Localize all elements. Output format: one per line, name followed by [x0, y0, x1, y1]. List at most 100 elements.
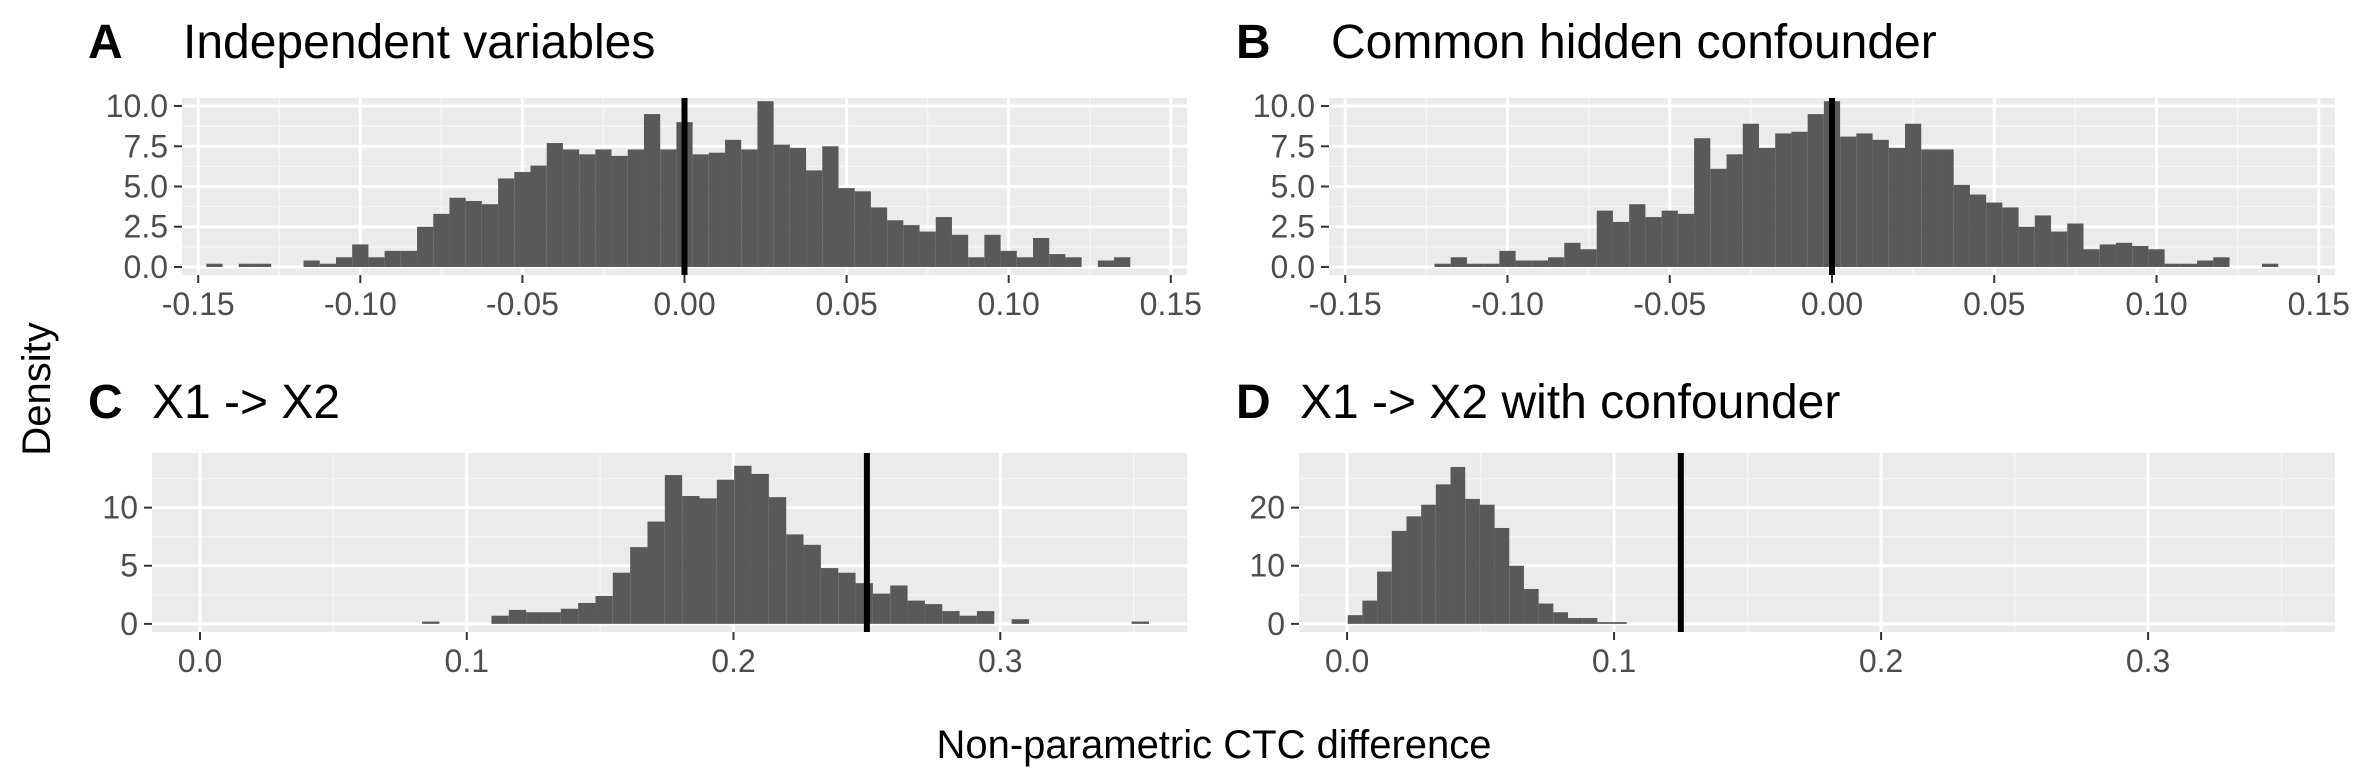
histogram-bar	[303, 260, 320, 267]
histogram-bar	[449, 197, 466, 267]
histogram-bar	[1758, 147, 1776, 267]
histogram-bar	[1596, 210, 1613, 267]
histogram-bar	[725, 139, 742, 267]
x-tick-label: 0.05	[1963, 286, 2025, 322]
histogram-bar	[595, 149, 612, 267]
histogram-bar	[1466, 263, 1484, 267]
histogram-bar	[1509, 565, 1524, 624]
histogram-bar	[578, 602, 596, 624]
histogram-bar	[924, 604, 943, 624]
histogram-bar	[838, 188, 855, 267]
histogram-bar	[1011, 619, 1029, 624]
histogram-bar	[2083, 249, 2100, 267]
x-tick-label: 0.0	[1325, 643, 1369, 679]
histogram-bar	[1807, 114, 1824, 267]
histogram-bar	[1645, 217, 1662, 267]
histogram-bar	[1937, 149, 1954, 267]
histogram-bar	[400, 250, 418, 267]
histogram-bar	[352, 244, 369, 267]
y-tick-label: 10	[102, 490, 138, 526]
histogram-bar	[1114, 257, 1131, 267]
histogram-bar	[854, 191, 871, 267]
panel-c: C X1 -> X2 0.0 0.1 0.2 0.3 0 5 10	[88, 376, 1187, 679]
histogram-bar	[919, 231, 936, 267]
histogram-bar	[1434, 263, 1451, 267]
x-tick-label: 0.0	[178, 643, 222, 679]
panel-d: D X1 -> X2 with confounder 0.0 0.1 0.2 0.3 0…	[1236, 376, 2335, 679]
x-tick-label: 0.3	[978, 643, 1022, 679]
x-tick-label: -0.05	[1633, 286, 1706, 322]
histogram-bar	[2034, 215, 2052, 267]
histogram-bar	[959, 615, 977, 624]
histogram-bar	[1791, 131, 1808, 267]
histogram-bar	[1065, 257, 1082, 267]
histogram-bar	[734, 465, 752, 624]
histogram-bar	[822, 146, 839, 267]
histogram-bar	[1450, 257, 1467, 267]
y-tick-label: 2.5	[124, 209, 168, 245]
x-tick-label: 0.15	[1140, 286, 1202, 322]
histogram-bar	[660, 149, 677, 267]
histogram-bar	[2261, 263, 2279, 267]
histogram-bar	[1523, 588, 1539, 624]
histogram-bar	[422, 621, 440, 624]
y-tick-label: 0.0	[124, 249, 168, 285]
histogram-bar	[1016, 257, 1034, 267]
panel-b: B Common hidden confounder -0.15 -0.10 -0.…	[1236, 16, 2350, 322]
histogram-bar	[2148, 249, 2165, 267]
y-tick-label: 5.0	[124, 169, 168, 205]
x-axis-title: Non-parametric CTC difference	[936, 723, 1491, 767]
histogram-bar	[1677, 213, 1695, 267]
histogram-bar	[1553, 612, 1569, 624]
histogram-bar	[627, 149, 644, 267]
histogram-bar	[433, 213, 450, 267]
histogram-bar	[612, 572, 631, 624]
y-tick-label: 7.5	[1271, 128, 1315, 164]
histogram-bar	[1377, 571, 1392, 624]
histogram-bar	[2115, 242, 2133, 267]
y-tick-label: 0	[120, 606, 138, 642]
histogram-bar	[1131, 621, 1149, 624]
y-tick-label: 5	[120, 548, 138, 584]
histogram-bar	[543, 612, 561, 624]
panel-letter-a: A	[88, 16, 123, 69]
histogram-bar	[514, 172, 531, 267]
panel-a: A Independent variables -0.15 -0.10 -0.05 0…	[88, 16, 1202, 322]
y-axis-title: Density	[15, 322, 59, 455]
histogram-bar	[1391, 530, 1407, 624]
histogram-bar	[1888, 147, 1906, 267]
histogram-bar	[1905, 123, 1922, 267]
histogram-bar	[546, 143, 563, 267]
x-tick-label: -0.05	[486, 286, 559, 322]
histogram-bar	[560, 608, 579, 624]
y-tick-label: 10.0	[106, 88, 168, 124]
histogram-bar	[1612, 221, 1630, 267]
histogram-bar	[773, 144, 790, 267]
histogram-bar	[2213, 257, 2230, 267]
histogram-bar	[319, 263, 336, 267]
histogram-bar	[976, 611, 995, 624]
histogram-bar	[907, 600, 925, 624]
histogram-bar	[1033, 237, 1050, 267]
x-tick-label: 0.2	[711, 643, 755, 679]
y-tick-label: 0	[1267, 606, 1285, 642]
histogram-bar	[838, 572, 856, 624]
histogram-bar	[2099, 244, 2116, 267]
histogram-bar	[803, 544, 821, 624]
histogram-bar	[968, 257, 985, 267]
x-tick-label: 0.3	[2126, 643, 2170, 679]
histogram-bar	[699, 498, 717, 624]
histogram-bar	[942, 611, 960, 624]
histogram-bar	[1580, 249, 1597, 267]
panel-letter-d: D	[1236, 376, 1271, 429]
histogram-bar	[335, 257, 353, 267]
histogram-bar	[1548, 257, 1565, 267]
histogram-bar	[1000, 250, 1017, 267]
x-tick-label: 0.00	[1801, 286, 1863, 322]
y-tick-label: 0.0	[1271, 249, 1315, 285]
histogram-bar	[526, 612, 544, 624]
histogram-bar	[887, 220, 904, 267]
histogram-bar	[768, 497, 787, 624]
x-tick-label: 0.15	[2288, 286, 2350, 322]
histogram-bar	[1494, 527, 1510, 624]
